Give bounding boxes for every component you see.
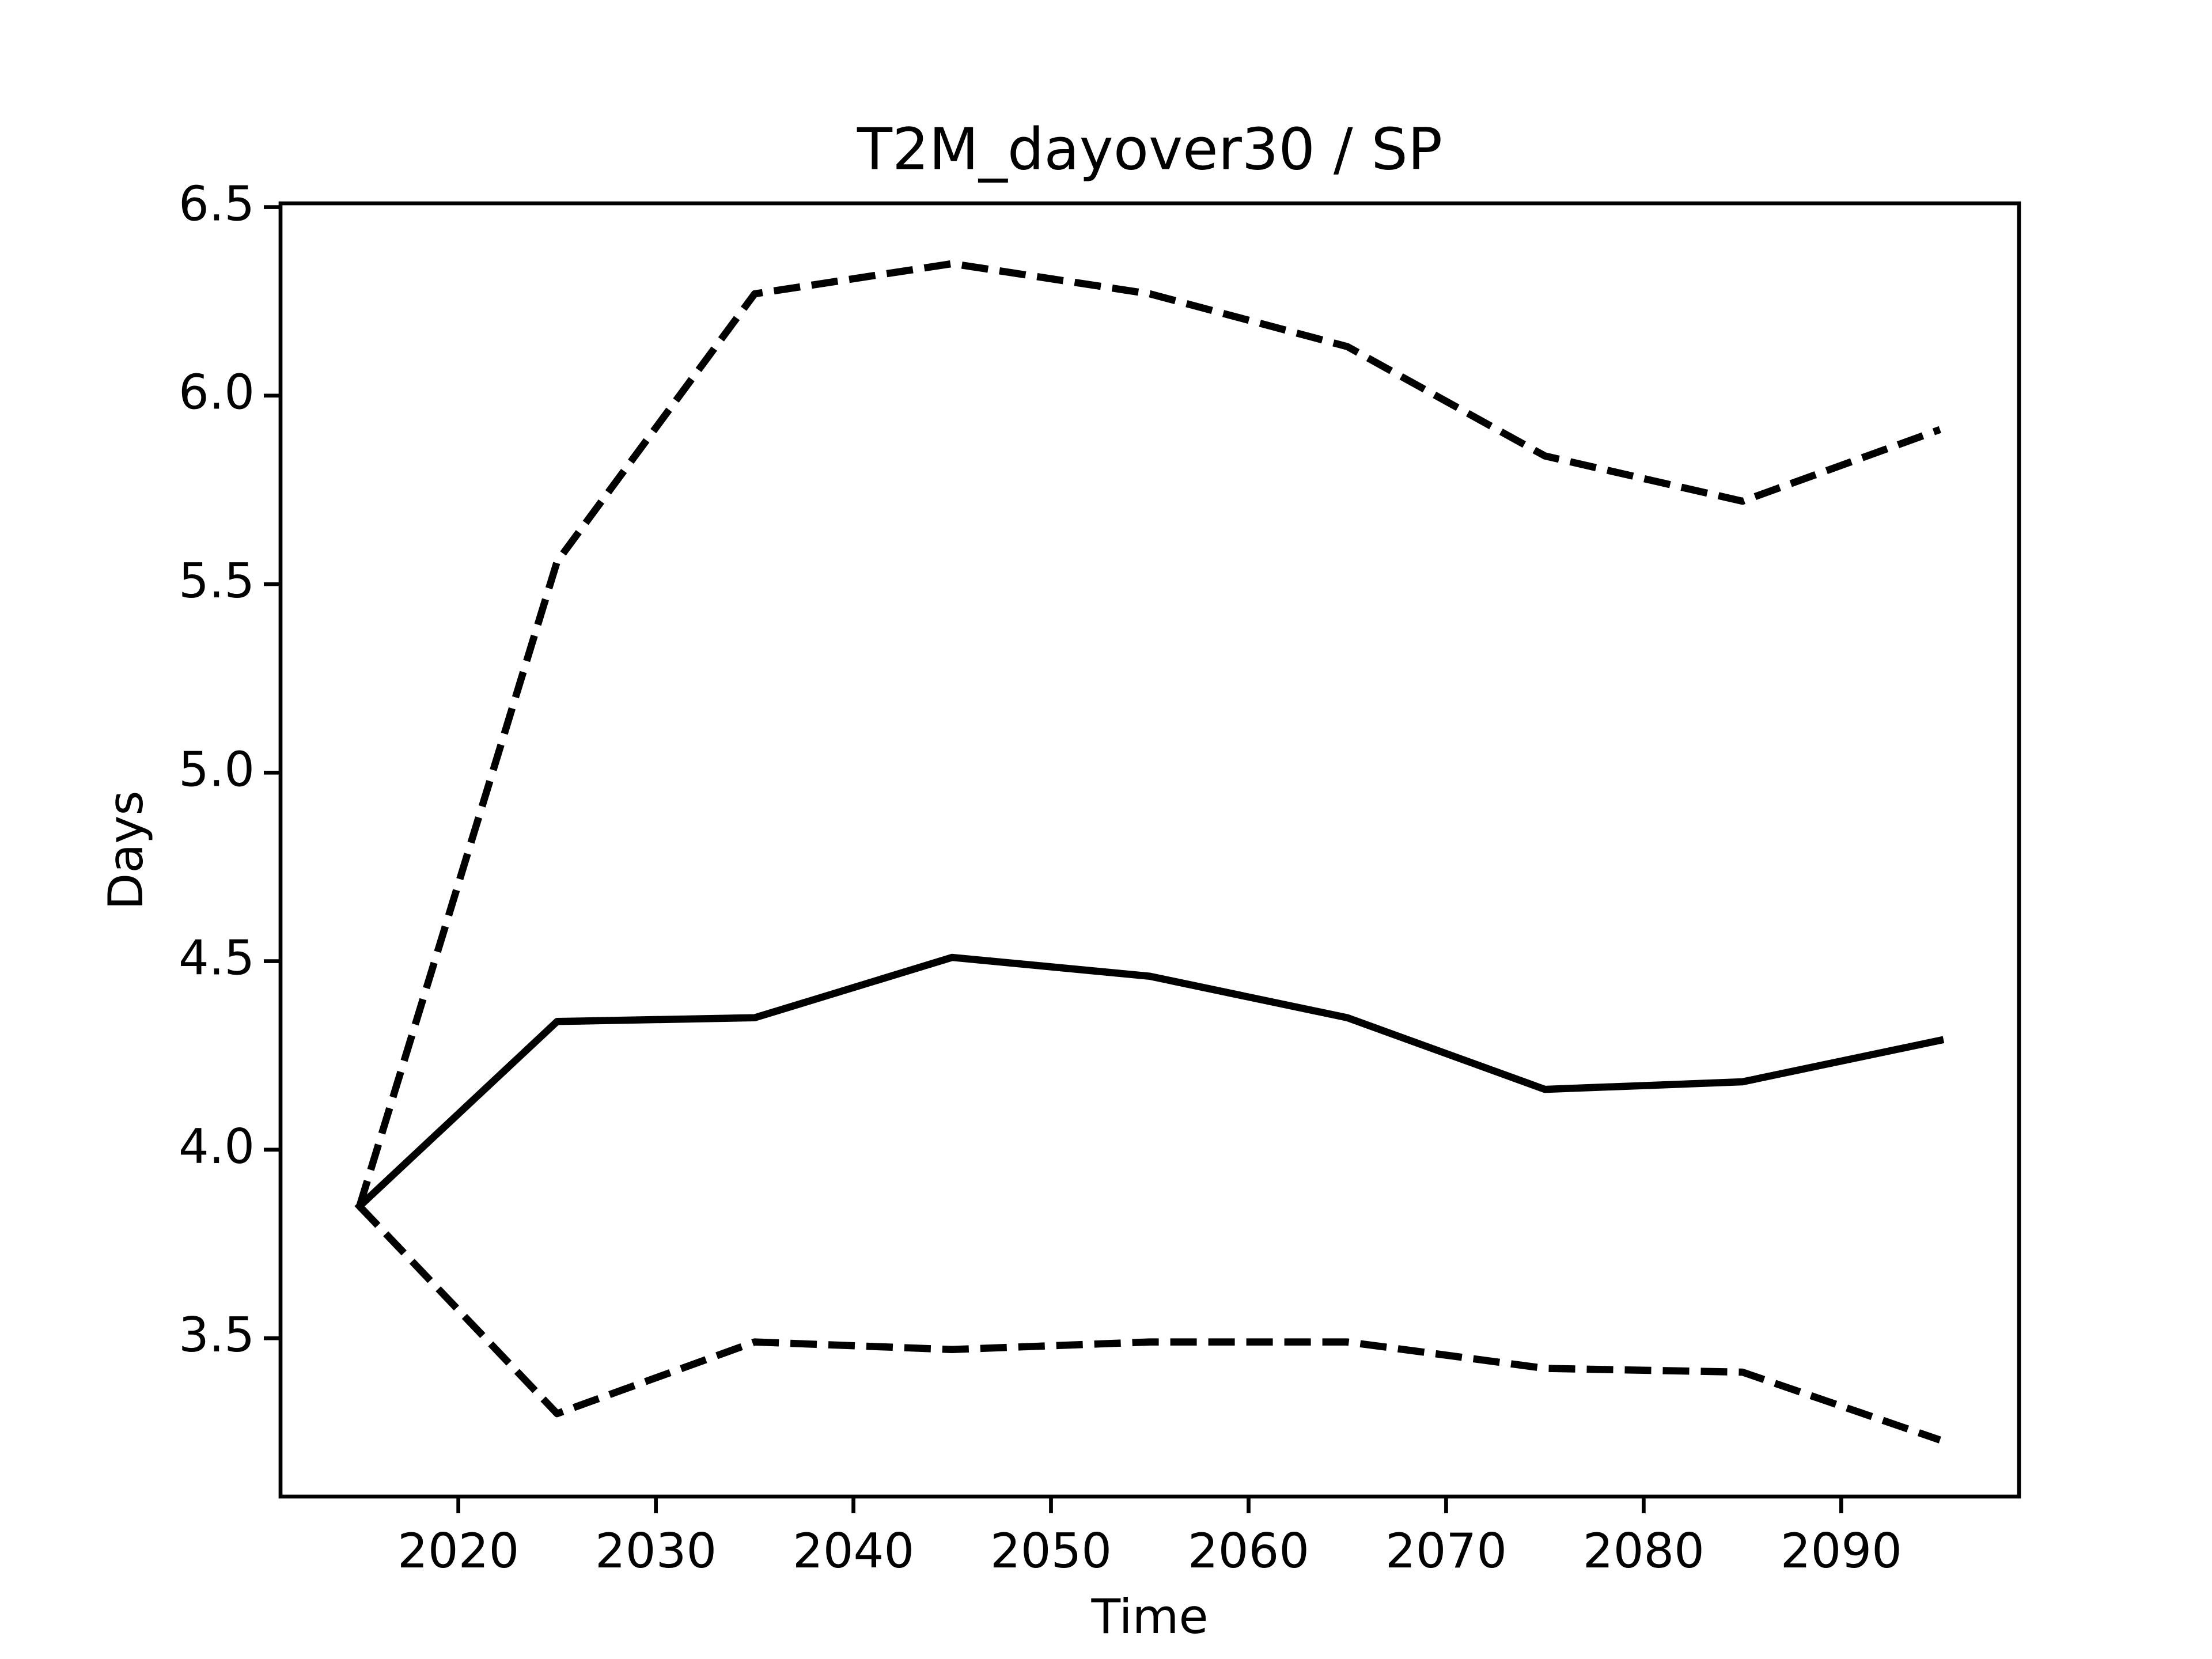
y-tick-label: 3.5 — [179, 1307, 255, 1363]
y-tick-label: 4.0 — [179, 1119, 255, 1175]
y-tick-label: 6.0 — [179, 365, 255, 421]
y-tick-label: 6.5 — [179, 176, 255, 232]
plot-frame — [278, 201, 2021, 1499]
x-tick-label: 2090 — [1781, 1523, 1902, 1579]
series-line — [356, 260, 1941, 1207]
x-tick-label: 2020 — [397, 1523, 519, 1579]
series-line — [354, 953, 1945, 1211]
chart-title: T2M_dayover30 / SP — [857, 115, 1442, 183]
x-tick-label: 2070 — [1385, 1523, 1507, 1579]
x-tick-label: 2050 — [990, 1523, 1112, 1579]
y-axis-label: Days — [98, 790, 154, 910]
series-line — [357, 1203, 1941, 1444]
x-tick-label: 2030 — [595, 1523, 717, 1579]
x-tick-label: 2060 — [1188, 1523, 1309, 1579]
x-tick-label: 2040 — [793, 1523, 914, 1579]
y-tick-label: 5.5 — [179, 553, 255, 609]
y-tick-label: 5.0 — [179, 741, 255, 797]
x-tick-label: 2080 — [1583, 1523, 1705, 1579]
y-tick-label: 4.5 — [179, 930, 255, 986]
x-axis-label: Time — [1090, 1589, 1208, 1645]
